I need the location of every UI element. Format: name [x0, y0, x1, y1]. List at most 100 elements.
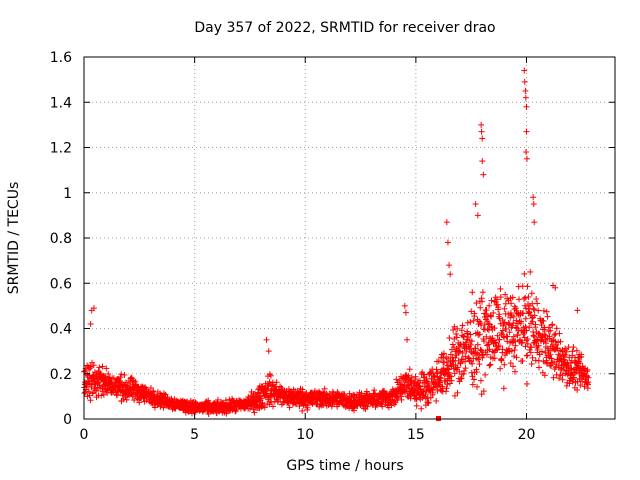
data-point: [510, 313, 517, 320]
data-point: [513, 317, 520, 324]
data-point: [523, 155, 530, 162]
data-point: [473, 369, 480, 376]
data-point: [488, 297, 495, 304]
data-point: [477, 304, 484, 311]
data-point: [542, 332, 549, 339]
x-tick-label: 20: [518, 427, 536, 443]
y-tick-label: 1: [63, 186, 72, 202]
data-point: [395, 395, 402, 402]
data-point: [425, 399, 432, 406]
data-point: [223, 410, 230, 417]
data-point: [452, 354, 459, 361]
data-point: [396, 377, 403, 384]
data-point: [471, 310, 478, 317]
data-point: [496, 315, 503, 322]
data-point: [412, 385, 419, 392]
data-point: [446, 373, 453, 380]
data-point: [496, 336, 503, 343]
data-point: [136, 399, 143, 406]
data-point: [84, 362, 91, 369]
data-point: [526, 324, 533, 331]
data-point: [574, 307, 581, 314]
data-point: [578, 353, 585, 360]
data-point: [269, 403, 276, 410]
data-point: [483, 351, 490, 358]
data-point: [114, 392, 121, 399]
data-point: [494, 332, 501, 339]
plot-frame: [83, 56, 616, 420]
data-point: [497, 285, 504, 292]
data-point: [552, 284, 559, 291]
data-point: [499, 346, 506, 353]
data-point: [467, 319, 474, 326]
data-point: [550, 374, 557, 381]
data-point: [412, 375, 419, 382]
data-point: [96, 382, 103, 389]
data-point: [521, 334, 528, 341]
data-point: [462, 358, 469, 365]
data-point: [358, 390, 365, 397]
data-point: [315, 388, 322, 395]
data-point: [541, 326, 548, 333]
data-point: [521, 295, 528, 302]
data-point: [90, 362, 97, 369]
data-point: [81, 390, 88, 397]
data-point: [461, 367, 468, 374]
data-point: [457, 375, 464, 382]
data-point: [437, 375, 444, 382]
data-point: [527, 268, 534, 275]
data-point: [474, 212, 481, 219]
data-point: [117, 374, 124, 381]
data-point: [540, 358, 547, 365]
data-point: [265, 348, 272, 355]
data-point: [562, 359, 569, 366]
data-point: [563, 348, 570, 355]
data-point: [413, 402, 420, 409]
data-point: [482, 371, 489, 378]
data-point: [508, 300, 515, 307]
data-point: [490, 309, 497, 316]
data-point: [266, 393, 273, 400]
data-point: [506, 321, 513, 328]
data-point: [585, 374, 592, 381]
data-point: [481, 338, 488, 345]
data-point: [451, 392, 458, 399]
data-point: [530, 194, 537, 201]
data-point: [90, 305, 97, 312]
data-point: [557, 338, 564, 345]
data-point: [514, 332, 521, 339]
data-point: [263, 336, 270, 343]
data-point: [277, 383, 284, 390]
data-point: [500, 385, 507, 392]
data-point: [404, 336, 411, 343]
data-point: [428, 385, 435, 392]
data-point: [528, 290, 535, 297]
data-point: [251, 409, 258, 416]
data-point: [540, 307, 547, 314]
data-point: [547, 351, 554, 358]
data-point: [486, 302, 493, 309]
data-point: [462, 365, 469, 372]
data-point: [484, 318, 491, 325]
data-point: [507, 360, 514, 367]
data-point: [416, 383, 423, 390]
data-point: [503, 326, 510, 333]
data-point: [440, 350, 447, 357]
data-point: [577, 360, 584, 367]
data-point: [521, 302, 528, 309]
data-point: [523, 380, 530, 387]
data-point: [406, 381, 413, 388]
y-tick-label: 0.2: [50, 367, 72, 383]
chart-title: Day 357 of 2022, SRMTID for receiver dra…: [194, 20, 495, 36]
data-point: [551, 332, 558, 339]
data-point: [486, 362, 493, 369]
data-point: [453, 330, 460, 337]
y-tick-label: 1.6: [50, 50, 72, 66]
data-point: [584, 380, 591, 387]
data-point: [521, 78, 528, 85]
data-point: [388, 402, 395, 409]
data-point: [538, 348, 545, 355]
data-point: [458, 375, 465, 382]
data-point: [523, 149, 530, 156]
